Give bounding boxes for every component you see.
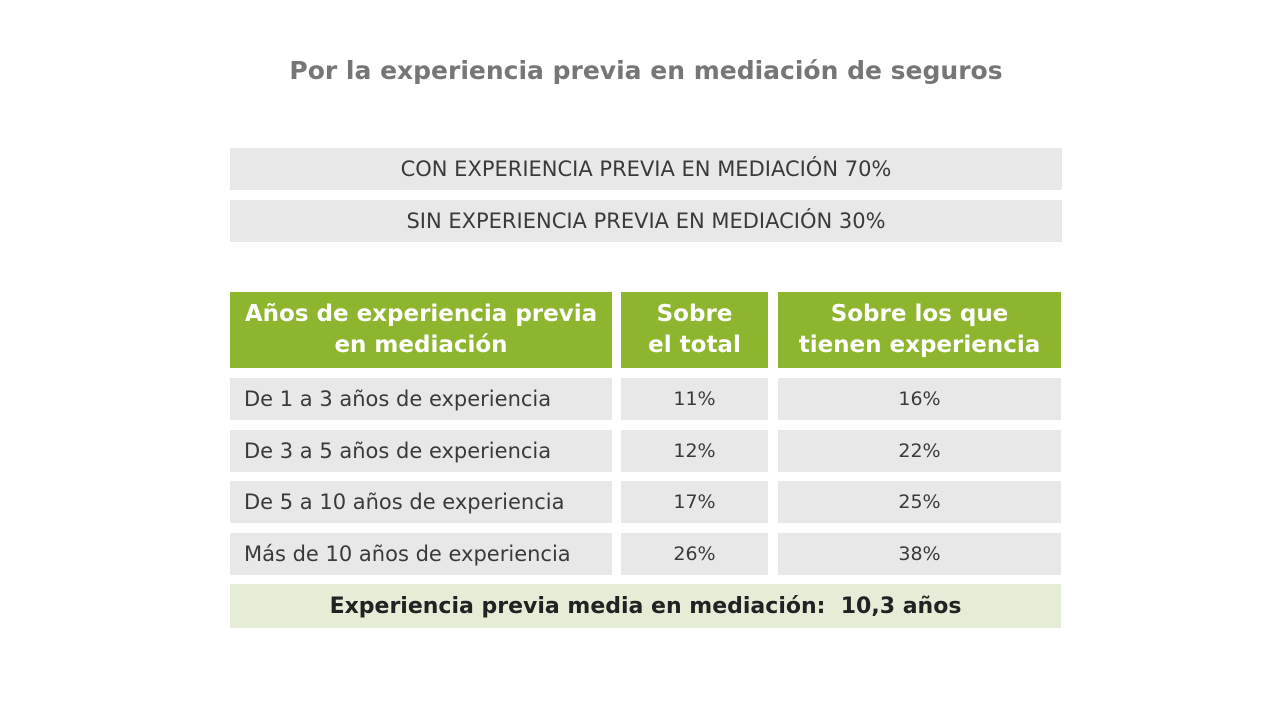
row-total: 12%: [621, 430, 768, 472]
average-experience-footer: Experiencia previa media en mediación: 1…: [230, 584, 1061, 628]
row-with-experience: 25%: [778, 481, 1061, 523]
row-with-experience: 16%: [778, 378, 1061, 420]
header-line: Sobre los que: [830, 301, 1009, 327]
summary-without-experience: SIN EXPERIENCIA PREVIA EN MEDIACIÓN 30%: [230, 200, 1062, 242]
row-label: De 1 a 3 años de experiencia: [230, 378, 612, 420]
row-total: 26%: [621, 533, 768, 575]
summary-with-experience: CON EXPERIENCIA PREVIA EN MEDIACIÓN 70%: [230, 148, 1062, 190]
row-total: 11%: [621, 378, 768, 420]
row-with-experience: 38%: [778, 533, 1061, 575]
header-over-experienced: Sobre los que tienen experiencia: [778, 292, 1061, 368]
header-years-experience: Años de experiencia previa en mediación: [230, 292, 612, 368]
row-with-experience: 22%: [778, 430, 1061, 472]
header-line: Sobre: [656, 301, 733, 327]
row-label: De 5 a 10 años de experiencia: [230, 481, 612, 523]
header-line: Años de experiencia previa: [244, 301, 598, 327]
header-line: en mediación: [334, 332, 508, 358]
row-total: 17%: [621, 481, 768, 523]
header-over-total: Sobre el total: [621, 292, 768, 368]
slide-title: Por la experiencia previa en mediación d…: [289, 56, 1003, 85]
header-line: tienen experiencia: [798, 332, 1041, 358]
header-line: el total: [648, 332, 741, 358]
row-label: De 3 a 5 años de experiencia: [230, 430, 612, 472]
row-label: Más de 10 años de experiencia: [230, 533, 612, 575]
